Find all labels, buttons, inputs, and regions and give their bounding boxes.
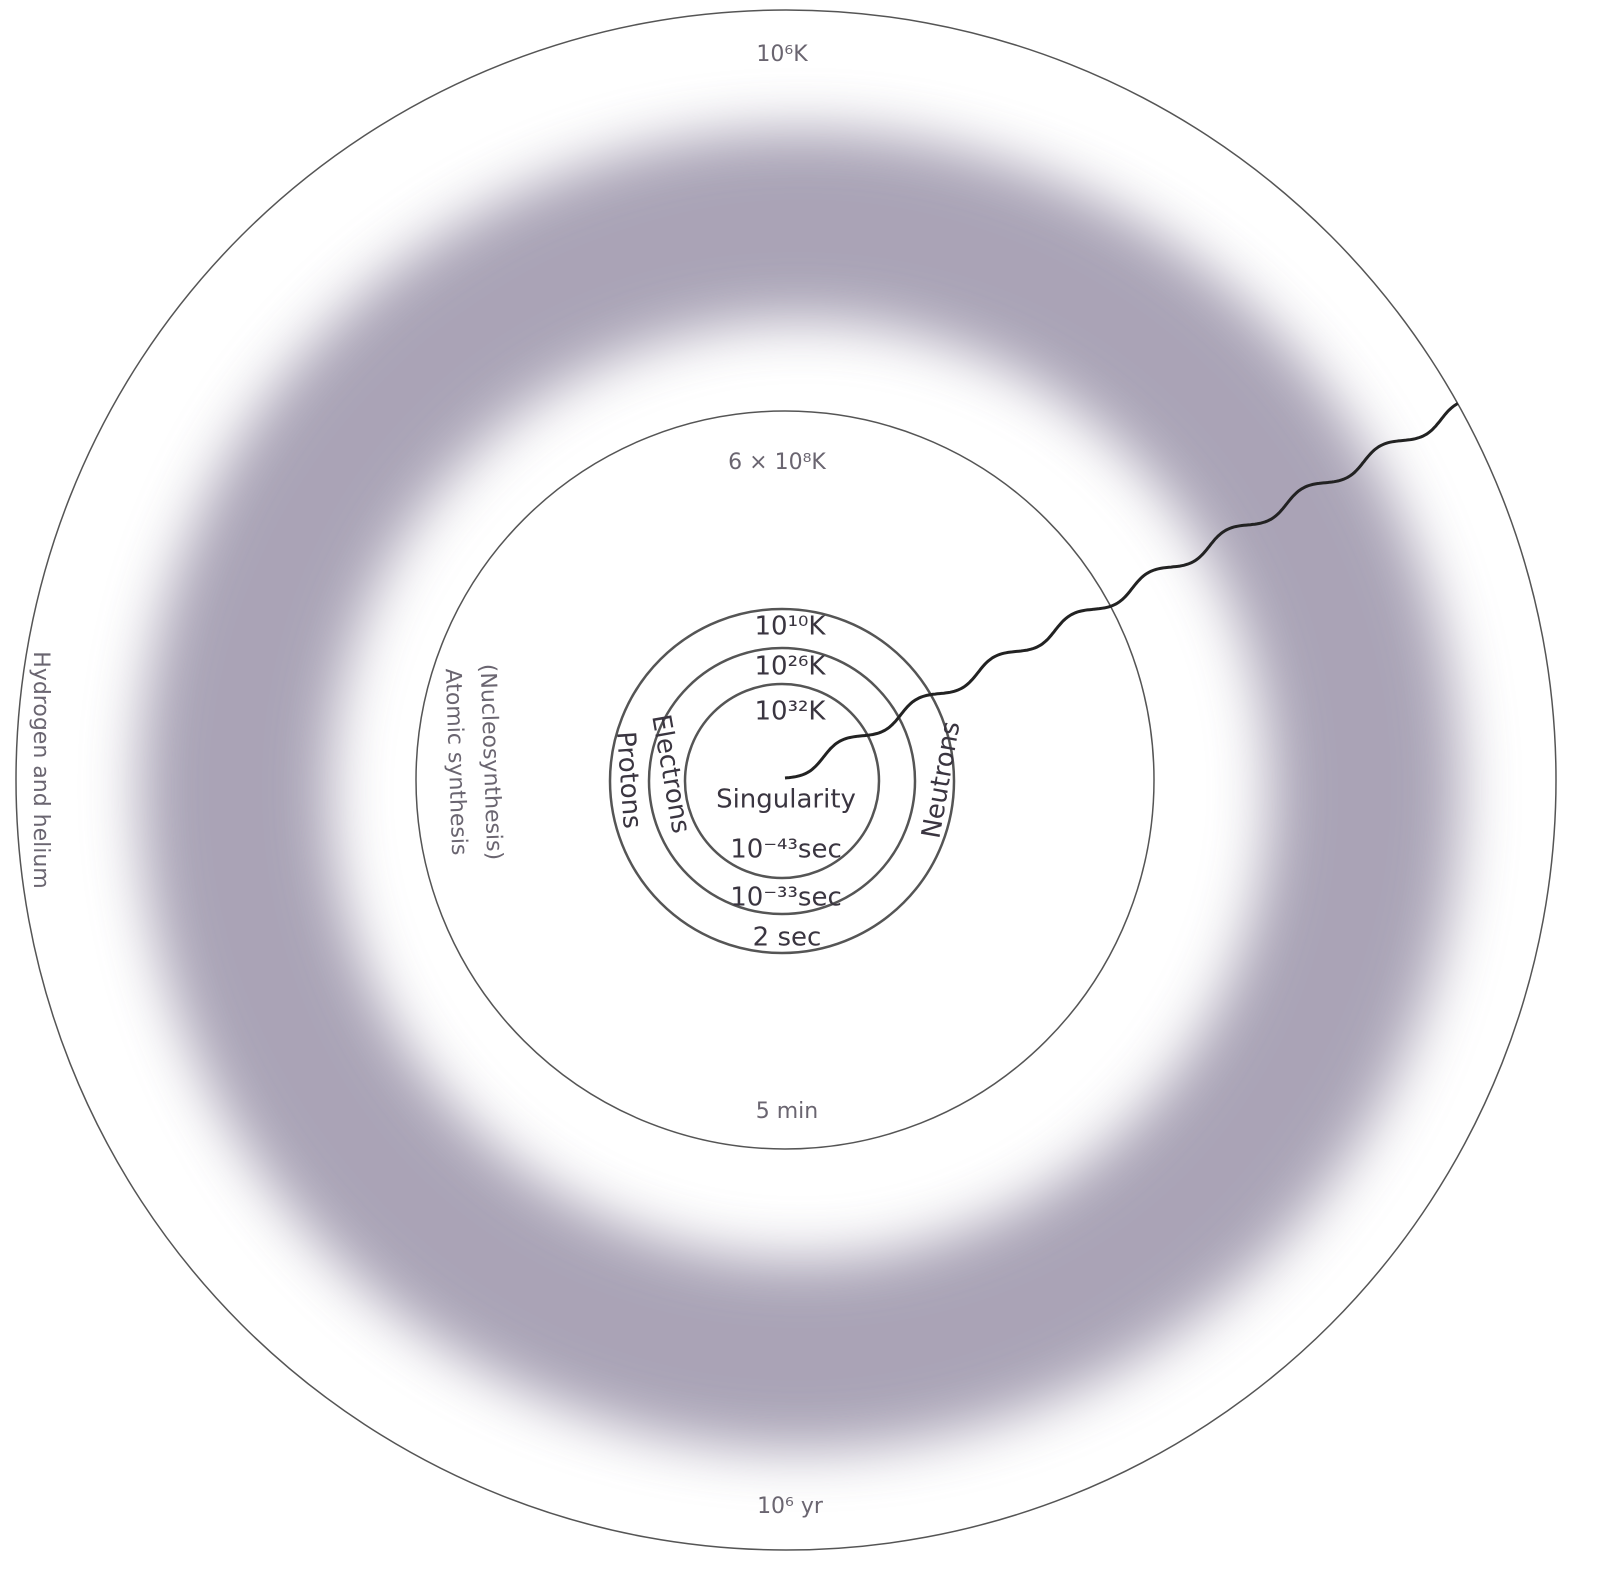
particle-circle [608,607,956,955]
outer-label: Hydrogen and helium [28,651,53,888]
particle-label: Protons [610,730,647,829]
wavy-ray [784,402,1459,780]
nucleo-label: Atomic synthesis [440,668,472,856]
radiation-haze [140,130,1460,1450]
outer-circle [15,9,1557,1551]
nucleo-time: 5 min [756,1099,818,1124]
electron-temperature: 10²⁶K [755,652,827,682]
nucleo-label: (Nucleosynthesis) [475,663,507,860]
outer-time: 10⁶ yr [757,1494,824,1519]
nucleosynthesis-circle [415,410,1155,1150]
nucleo-temperature: 6 × 10⁸K [728,450,826,475]
core-label: Singularity [716,785,856,815]
core-temperature: 10³²K [755,697,827,727]
outer-temperature: 10⁶K [756,42,808,67]
core-time: 10⁻⁴³sec [730,835,842,865]
core-circle [683,682,881,880]
electron-time: 10⁻³³sec [730,883,842,913]
particle-label: Neutrons [916,719,966,841]
electron-circle [647,646,917,916]
particle-time: 2 sec [753,923,822,953]
particle-temperature: 10¹⁰K [755,612,827,642]
